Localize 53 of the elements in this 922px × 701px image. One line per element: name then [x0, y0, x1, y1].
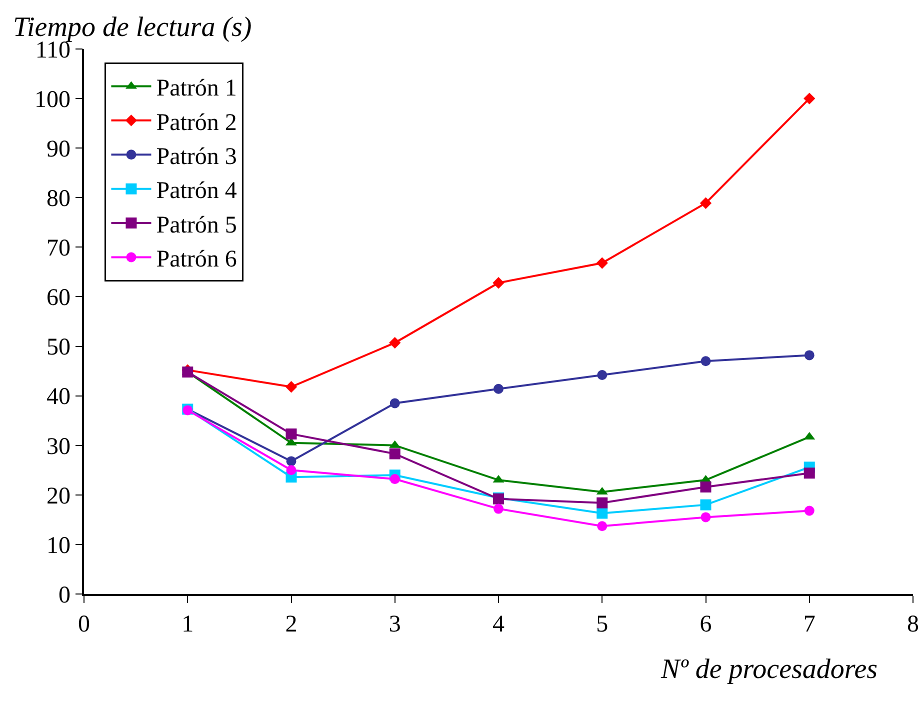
- legend-label: Patrón 3: [156, 144, 237, 170]
- point: [804, 468, 815, 479]
- x-axis-title: Nº de procesadores: [660, 654, 878, 685]
- y-tick-label: 100: [34, 86, 70, 113]
- y-tick-label: 50: [46, 334, 70, 361]
- point: [390, 474, 400, 484]
- point: [700, 197, 712, 209]
- legend-label: Patrón 4: [156, 178, 237, 204]
- point: [286, 428, 297, 440]
- legend-label: Patrón 5: [156, 212, 237, 238]
- x-tick-label: 2: [285, 612, 298, 638]
- point: [700, 481, 712, 492]
- x-tick-label: 4: [492, 612, 504, 638]
- x-tick-label: 7: [803, 612, 816, 638]
- y-tick-label: 30: [46, 434, 70, 460]
- legend-label: Patrón 6: [156, 246, 237, 273]
- y-tick-label: 10: [46, 532, 70, 559]
- y-tick-label: 80: [46, 186, 70, 212]
- point: [390, 398, 400, 408]
- point: [597, 370, 608, 380]
- point: [389, 448, 400, 460]
- point: [492, 277, 504, 289]
- x-tick-label: 1: [182, 612, 194, 638]
- point: [182, 366, 194, 378]
- point: [700, 356, 711, 366]
- point: [285, 381, 298, 393]
- point: [494, 504, 504, 514]
- point: [700, 512, 711, 522]
- y-tick-label: 70: [46, 236, 70, 262]
- point: [596, 497, 608, 508]
- point: [804, 506, 814, 516]
- point: [700, 499, 712, 510]
- y-tick-label: 40: [46, 384, 70, 410]
- x-tick-label: 3: [388, 612, 401, 638]
- x-tick-label: 8: [907, 612, 919, 638]
- legend-label: Patrón 1: [156, 76, 237, 102]
- point: [494, 384, 504, 394]
- legend-label: Patrón 2: [156, 110, 237, 136]
- y-tick-label: 90: [46, 136, 70, 162]
- point: [286, 456, 296, 466]
- point: [597, 521, 608, 532]
- y-tick-label: 0: [58, 582, 70, 608]
- point: [804, 92, 816, 104]
- x-tick-label: 0: [78, 612, 90, 638]
- y-tick-label: 20: [46, 483, 70, 510]
- point: [804, 350, 814, 360]
- x-tick-label: 6: [700, 612, 712, 638]
- x-tick-label: 5: [596, 612, 608, 638]
- point: [389, 336, 401, 349]
- y-tick-label: 60: [46, 285, 70, 312]
- point: [286, 465, 296, 476]
- point: [596, 508, 608, 519]
- point: [596, 257, 608, 269]
